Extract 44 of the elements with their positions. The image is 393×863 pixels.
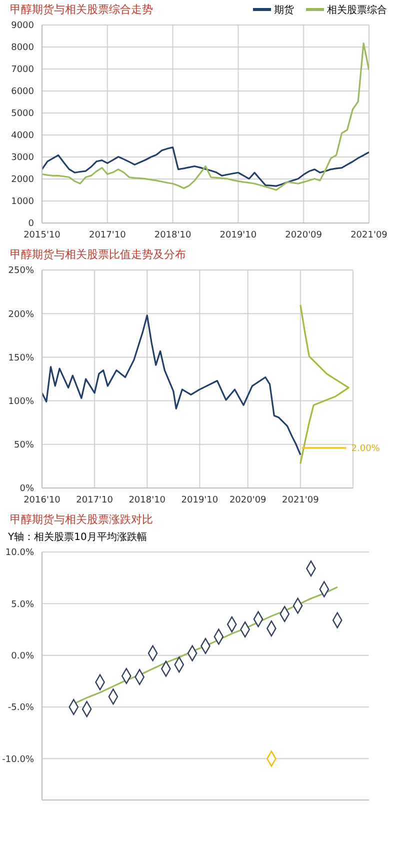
y-tick-label: 0%	[20, 484, 34, 494]
y-tick-label: 7000	[11, 65, 34, 76]
chart-title: 甲醇期货与相关股票综合走势	[10, 2, 153, 17]
x-tick-label: 2019'10	[181, 495, 218, 506]
annotation: 2.00%	[351, 444, 380, 454]
y-tick-label: 0.0%	[11, 652, 34, 662]
x-tick-label: 2020'09	[285, 230, 322, 240]
y-tick-label: 9000	[11, 21, 34, 32]
y-tick-label: 50%	[14, 440, 34, 451]
y-tick-label: 100%	[8, 396, 34, 407]
line-series	[42, 314, 302, 456]
x-tick-label: 2017'10	[76, 495, 114, 506]
line-series	[42, 146, 369, 187]
x-tick-label: 2021'09	[282, 495, 320, 506]
x-tick-label: 2019'10	[220, 230, 257, 240]
y-tick-label: 1000	[11, 197, 34, 208]
y-tick-label: 150%	[8, 353, 34, 364]
chart-title: 甲醇期货与相关股票涨跌对比	[10, 512, 153, 527]
x-tick-label: 2021'09	[350, 230, 388, 240]
y-tick-label: 3000	[11, 153, 34, 164]
y-tick-label: -10.0%	[2, 754, 34, 765]
y-tick-label: 8000	[11, 43, 34, 54]
x-tick-label: 2016'10	[24, 495, 61, 506]
legend-label: 期货	[274, 4, 294, 16]
x-tick-label: 2018'10	[154, 230, 192, 240]
y-tick-label: 4000	[11, 131, 34, 142]
y-tick-label: 5.0%	[11, 600, 34, 610]
legend-label: 相关股票综合	[327, 4, 387, 16]
y-tick-label: -5.0%	[8, 703, 34, 714]
y-tick-label: 10.0%	[5, 548, 34, 558]
y-tick-label: 200%	[8, 310, 34, 320]
x-tick-label: 2020'09	[229, 495, 267, 506]
x-tick-label: 2017'10	[88, 230, 126, 240]
y-tick-label: 250%	[8, 266, 34, 276]
y-tick-label: 2000	[11, 175, 34, 186]
line-series	[42, 42, 369, 191]
y-tick-label: 6000	[11, 87, 34, 98]
line-series	[300, 304, 350, 464]
x-tick-label: 2018'10	[128, 495, 166, 506]
y-axis-title: Y轴：相关股票10月平均涨跌幅	[7, 530, 148, 544]
y-tick-label: 5000	[11, 109, 34, 120]
x-tick-label: 2015'10	[24, 230, 61, 240]
chart-title: 甲醇期货与相关股票比值走势及分布	[10, 247, 186, 262]
y-tick-label: 0	[28, 219, 34, 230]
